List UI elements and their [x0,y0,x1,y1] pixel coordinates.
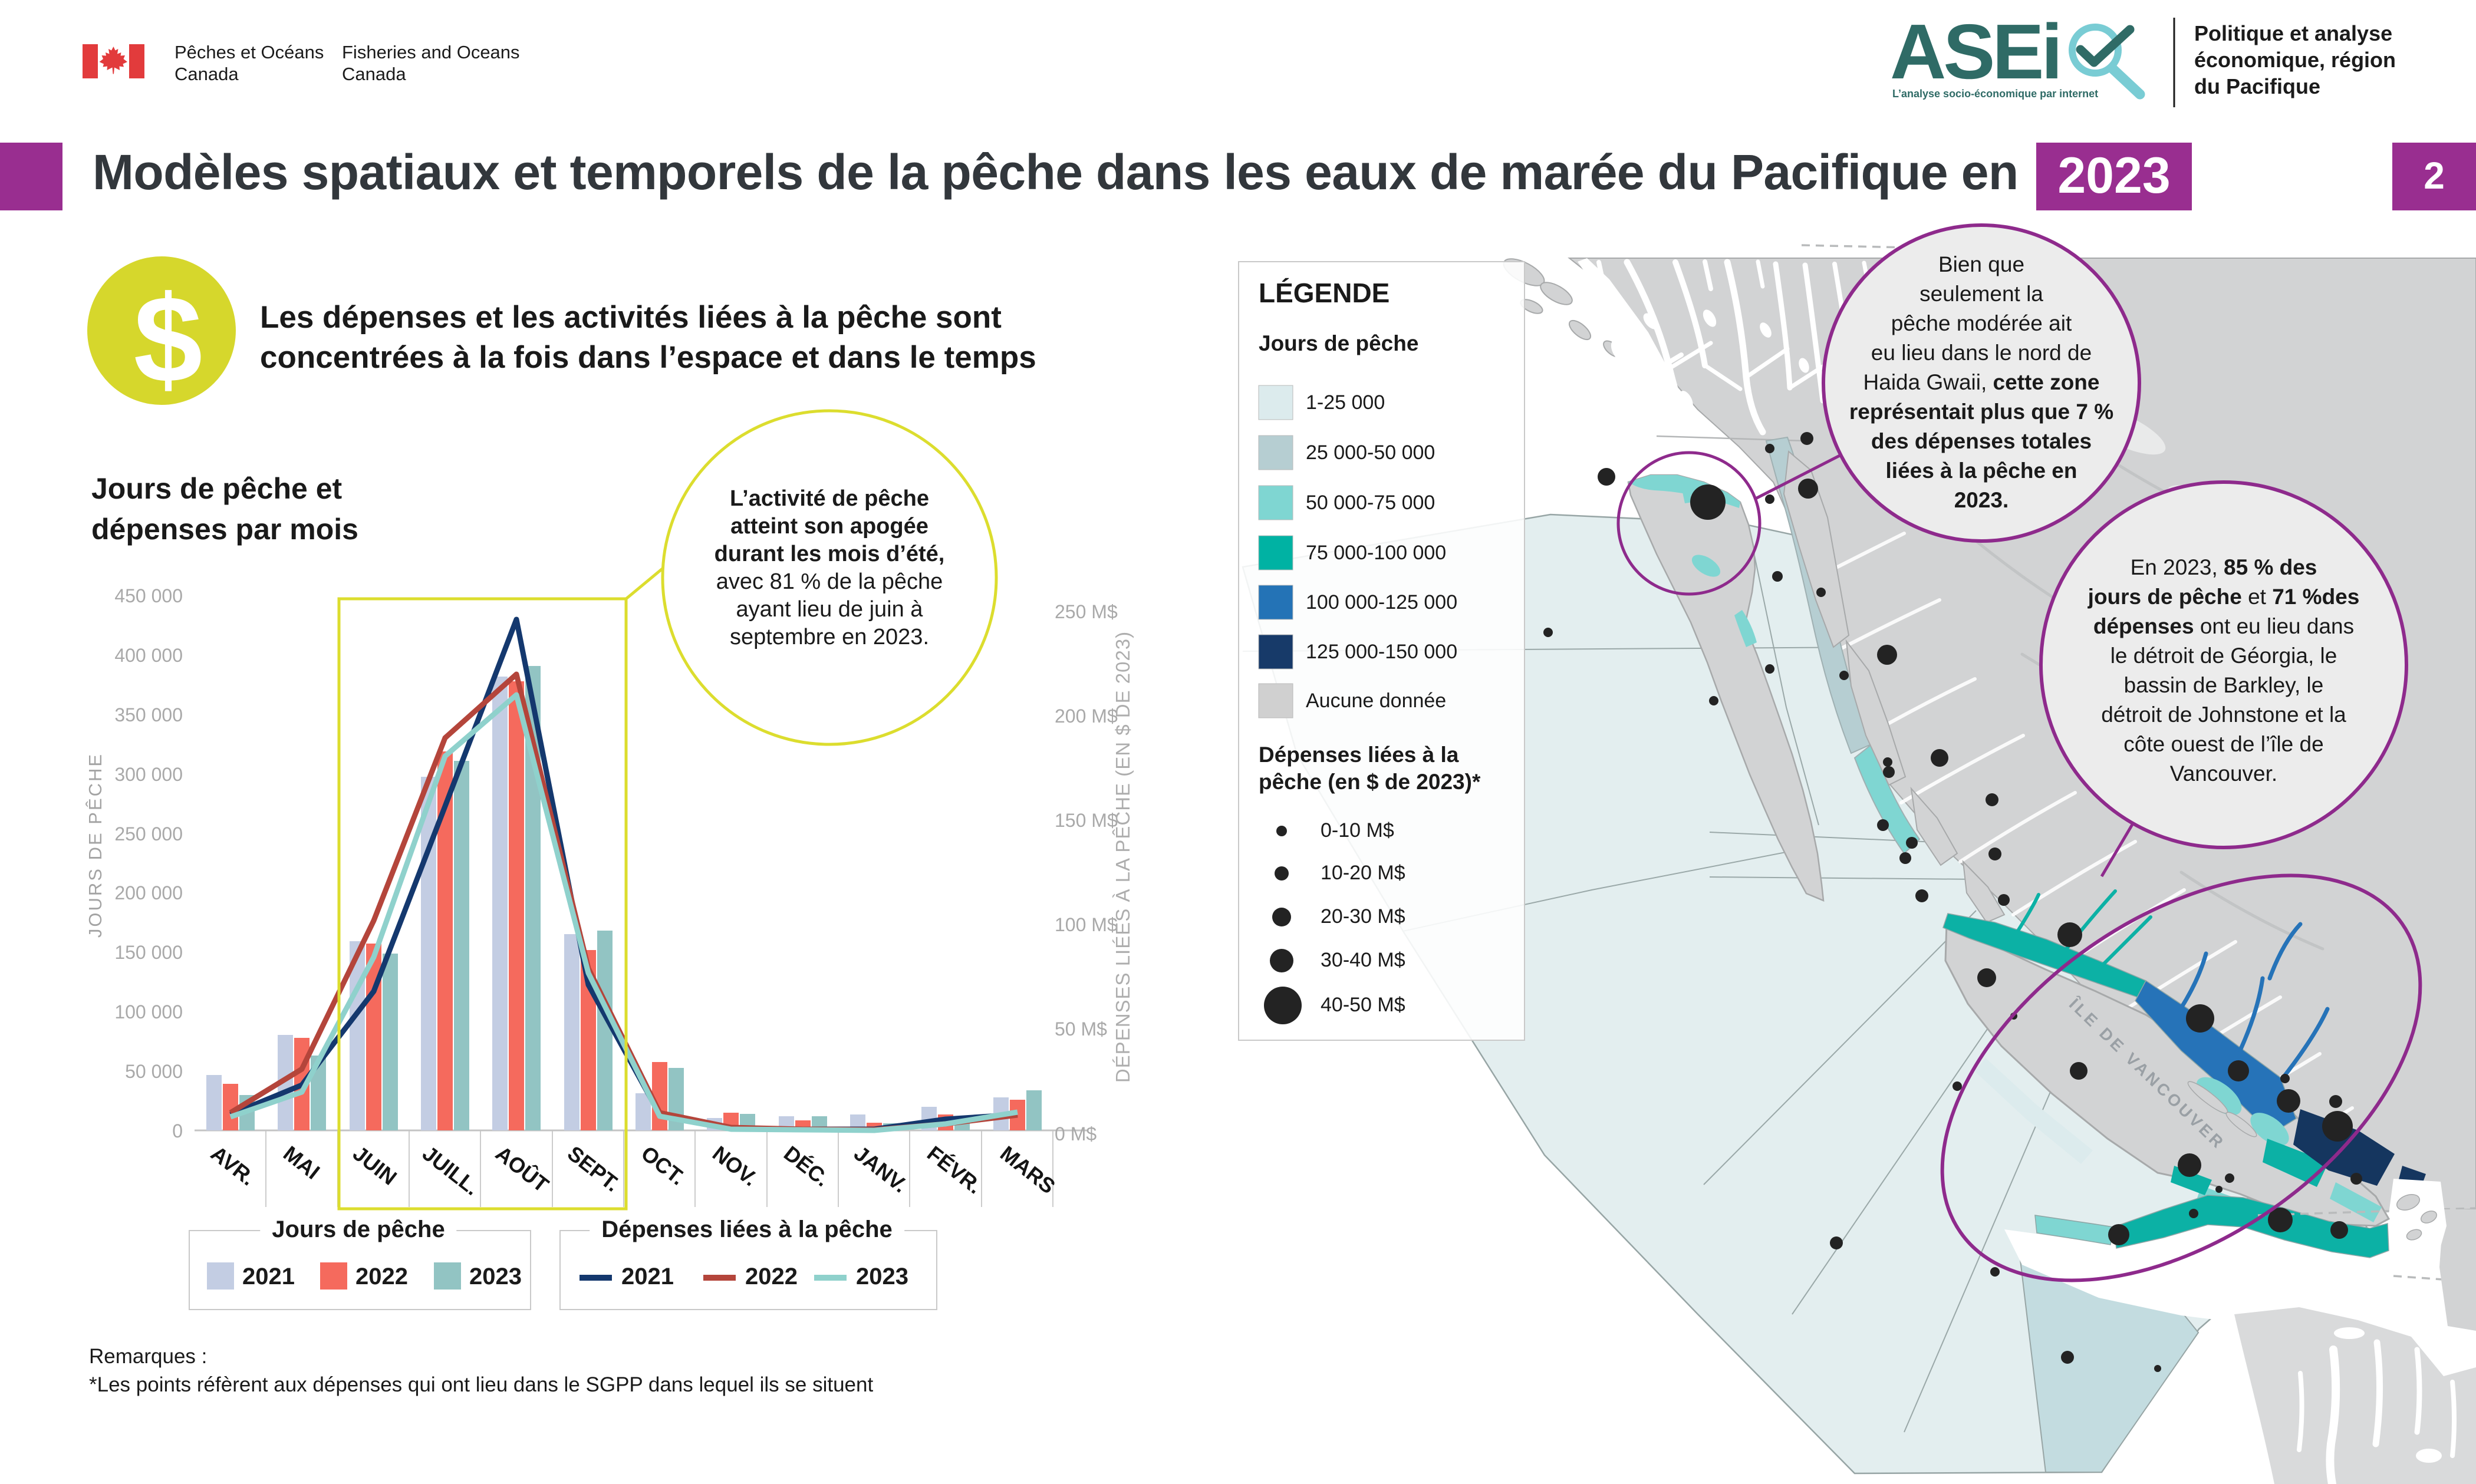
svg-text:100 000: 100 000 [114,1001,183,1023]
svg-text:200 M$: 200 M$ [1055,705,1118,727]
svg-text:50 000: 50 000 [125,1061,183,1082]
svg-text:JANV.: JANV. [850,1141,912,1198]
svg-text:NOV.: NOV. [708,1141,762,1191]
svg-text:MAI: MAI [279,1141,324,1184]
svg-text:SEPT.: SEPT. [563,1141,624,1196]
svg-text:250 000: 250 000 [114,823,183,845]
svg-text:300 000: 300 000 [114,764,183,785]
svg-text:JOURS DE PÊCHE: JOURS DE PÊCHE [85,753,106,938]
svg-text:250 M$: 250 M$ [1055,601,1118,622]
svg-text:MARS: MARS [996,1141,1060,1199]
svg-text:OCT.: OCT. [637,1141,690,1190]
svg-text:450 000: 450 000 [114,585,183,606]
svg-text:50 M$: 50 M$ [1055,1018,1107,1040]
svg-text:JUIN: JUIN [348,1141,401,1190]
svg-text:200 000: 200 000 [114,882,183,903]
svg-text:150 000: 150 000 [114,942,183,963]
svg-text:DÉC.: DÉC. [779,1141,834,1191]
svg-text:JUILL.: JUILL. [418,1141,484,1200]
svg-text:0: 0 [172,1120,183,1142]
svg-text:DÉPENSES LIÉES À LA PÊCHE (EN: DÉPENSES LIÉES À LA PÊCHE (EN $ DE 2023) [1112,631,1134,1083]
svg-text:400 000: 400 000 [114,645,183,666]
svg-text:0 M$: 0 M$ [1055,1123,1097,1145]
svg-text:FÉVR.: FÉVR. [923,1141,987,1199]
svg-text:350 000: 350 000 [114,704,183,725]
svg-text:100 M$: 100 M$ [1055,914,1118,935]
svg-text:AOÛT: AOÛT [491,1140,554,1197]
svg-text:150 M$: 150 M$ [1055,810,1118,831]
svg-text:AVR.: AVR. [206,1141,260,1191]
